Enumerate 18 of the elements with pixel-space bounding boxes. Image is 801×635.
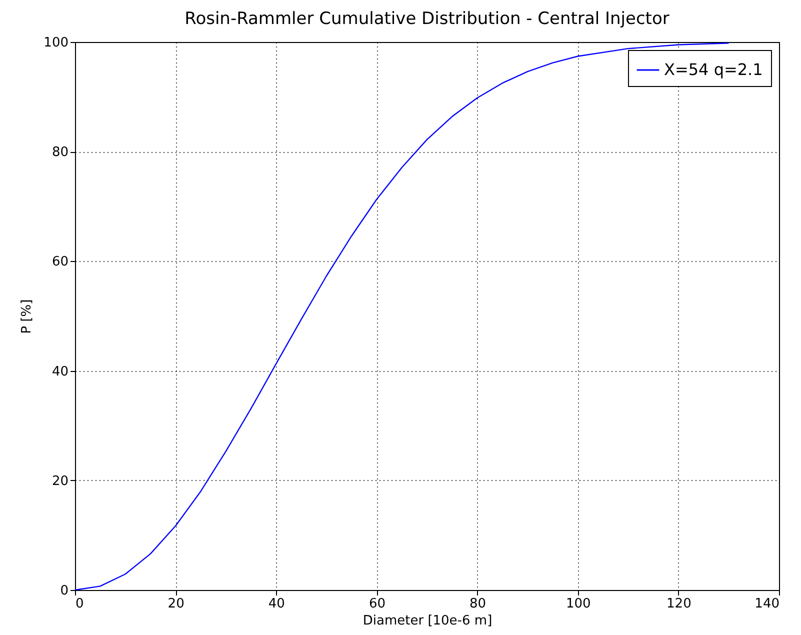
x-tick-label: 20 xyxy=(168,596,184,612)
x-tick-label: 80 xyxy=(470,596,486,612)
x-tick-label: 140 xyxy=(754,596,780,612)
y-tick-label: 0 xyxy=(60,584,68,598)
chart-title: Rosin-Rammler Cumulative Distribution - Central Injector xyxy=(184,9,670,29)
y-tick-label: 20 xyxy=(52,474,68,489)
x-axis-title: Diameter [10e-6 m] xyxy=(362,614,492,628)
x-tick-label: 0 xyxy=(76,596,84,612)
x-tick-label: 100 xyxy=(566,596,591,612)
legend-label: X=54 q=2.1 xyxy=(664,60,763,79)
y-tick-label: 100 xyxy=(44,36,68,50)
x-tick-label: 40 xyxy=(268,596,285,612)
y-tick-label: 80 xyxy=(52,145,68,160)
y-tick-label: 60 xyxy=(52,254,68,270)
x-tick-label: 120 xyxy=(666,596,692,612)
y-tick-label: 40 xyxy=(52,364,68,380)
x-tick-label: 60 xyxy=(368,596,386,612)
y-axis-title: P [%] xyxy=(20,299,35,334)
